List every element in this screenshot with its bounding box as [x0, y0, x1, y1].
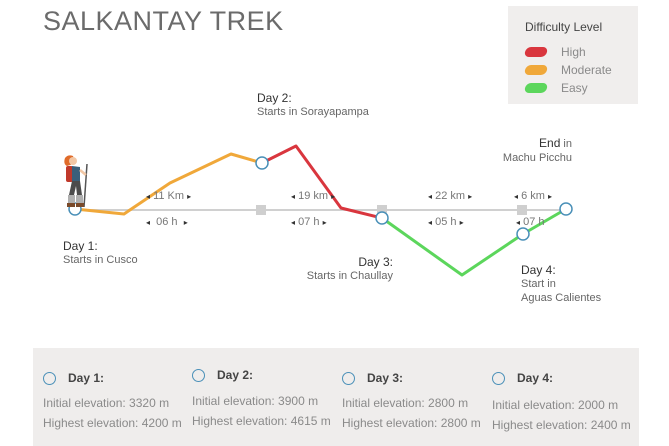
- day-card-3: Day 3: Initial elevation: 2800 m Highest…: [332, 348, 482, 446]
- day-card-title: Day 1:: [68, 371, 105, 385]
- stop-label-day3: Day 3: Starts in Chaullay: [301, 255, 393, 283]
- baseline-marker: [256, 205, 266, 215]
- day-card-title: Day 2:: [217, 368, 254, 382]
- baseline-marker: [377, 205, 387, 215]
- stop-place-line2: Aguas Calientes: [521, 292, 602, 304]
- segment-distance-2: ◂ 19 km ▸: [291, 190, 336, 202]
- highest-elevation: Highest elevation: 2400 m: [492, 418, 631, 432]
- legend-item-moderate: Moderate: [523, 62, 612, 78]
- initial-elevation: Initial elevation: 2800 m: [342, 396, 469, 410]
- circle-icon: [492, 372, 505, 385]
- stop-day: Day 4:: [521, 263, 556, 277]
- baseline-marker: [517, 205, 527, 215]
- segment-distance-1: ◂ 11 Km ▸: [146, 190, 192, 202]
- stop-place: Starts in Chaullay: [306, 270, 393, 282]
- stop-day: Day 1:: [63, 239, 98, 253]
- highest-elevation: Highest elevation: 2800 m: [342, 416, 481, 430]
- legend-label-high: High: [561, 45, 586, 59]
- segment-time-2: ◂ 07 h ▸: [291, 216, 327, 228]
- stop-day: Day 3:: [358, 255, 393, 269]
- hiker-icon: [64, 155, 88, 208]
- legend-title: Difficulty Level: [525, 20, 603, 34]
- initial-elevation: Initial elevation: 3320 m: [43, 396, 170, 410]
- stop-label-end: End in Machu Picchu: [496, 136, 572, 165]
- stop-place-line1: Start in: [521, 278, 556, 290]
- segment-time-1: ◂ 06 h ▸: [146, 216, 188, 228]
- trek-route-diagram: [68, 144, 573, 277]
- highest-elevation: Highest elevation: 4615 m: [192, 414, 331, 428]
- circle-icon: [342, 372, 355, 385]
- stop-marker-day2: [255, 156, 269, 170]
- initial-elevation: Initial elevation: 2000 m: [492, 398, 619, 412]
- day-info-panel: Day 1: Initial elevation: 3320 m Highest…: [33, 348, 639, 446]
- page-title: SALKANTAY TREK: [43, 6, 284, 36]
- day-card-2: Day 2: Initial elevation: 3900 m Highest…: [182, 348, 332, 446]
- initial-elevation: Initial elevation: 3900 m: [192, 394, 319, 408]
- highest-elevation: Highest elevation: 4200 m: [43, 416, 182, 430]
- stop-marker-end: [559, 202, 573, 216]
- circle-icon: [192, 369, 205, 382]
- route-moderate: [74, 152, 263, 216]
- end-word: End: [539, 136, 561, 150]
- legend-label-moderate: Moderate: [561, 63, 612, 77]
- stop-label-day1: Day 1: Starts in Cusco: [63, 239, 138, 267]
- segment-time-4: ◂ 07 h: [516, 216, 545, 228]
- segment-distance-4: ◂ 6 km ▸: [514, 190, 552, 202]
- day-card-title: Day 4:: [517, 371, 554, 385]
- legend-label-easy: Easy: [561, 81, 588, 95]
- route-high: [261, 144, 383, 220]
- stop-day: Day 2:: [257, 91, 292, 105]
- stop-marker-day4: [516, 227, 530, 241]
- route-easy: [381, 207, 567, 277]
- segment-time-3: ◂ 05 h ▸: [428, 216, 464, 228]
- stop-marker-day3: [375, 211, 389, 225]
- difficulty-legend: Difficulty Level High Moderate Easy: [508, 6, 638, 104]
- end-in: in: [560, 138, 572, 150]
- legend-item-easy: Easy: [523, 80, 588, 96]
- end-place: Machu Picchu: [502, 152, 572, 164]
- circle-icon: [43, 372, 56, 385]
- day-card-1: Day 1: Initial elevation: 3320 m Highest…: [33, 348, 183, 446]
- legend-item-high: High: [523, 44, 586, 60]
- stop-label-day4: Day 4: Start in Aguas Calientes: [521, 263, 601, 305]
- day-card-4: Day 4: Initial elevation: 2000 m Highest…: [482, 348, 632, 446]
- stop-place: Starts in Cusco: [63, 254, 138, 266]
- stop-label-day2: Day 2: Starts in Sorayapampa: [257, 91, 369, 119]
- segment-distance-3: ◂ 22 km ▸: [428, 190, 473, 202]
- day-card-title: Day 3:: [367, 371, 404, 385]
- stop-place: Starts in Sorayapampa: [257, 106, 369, 118]
